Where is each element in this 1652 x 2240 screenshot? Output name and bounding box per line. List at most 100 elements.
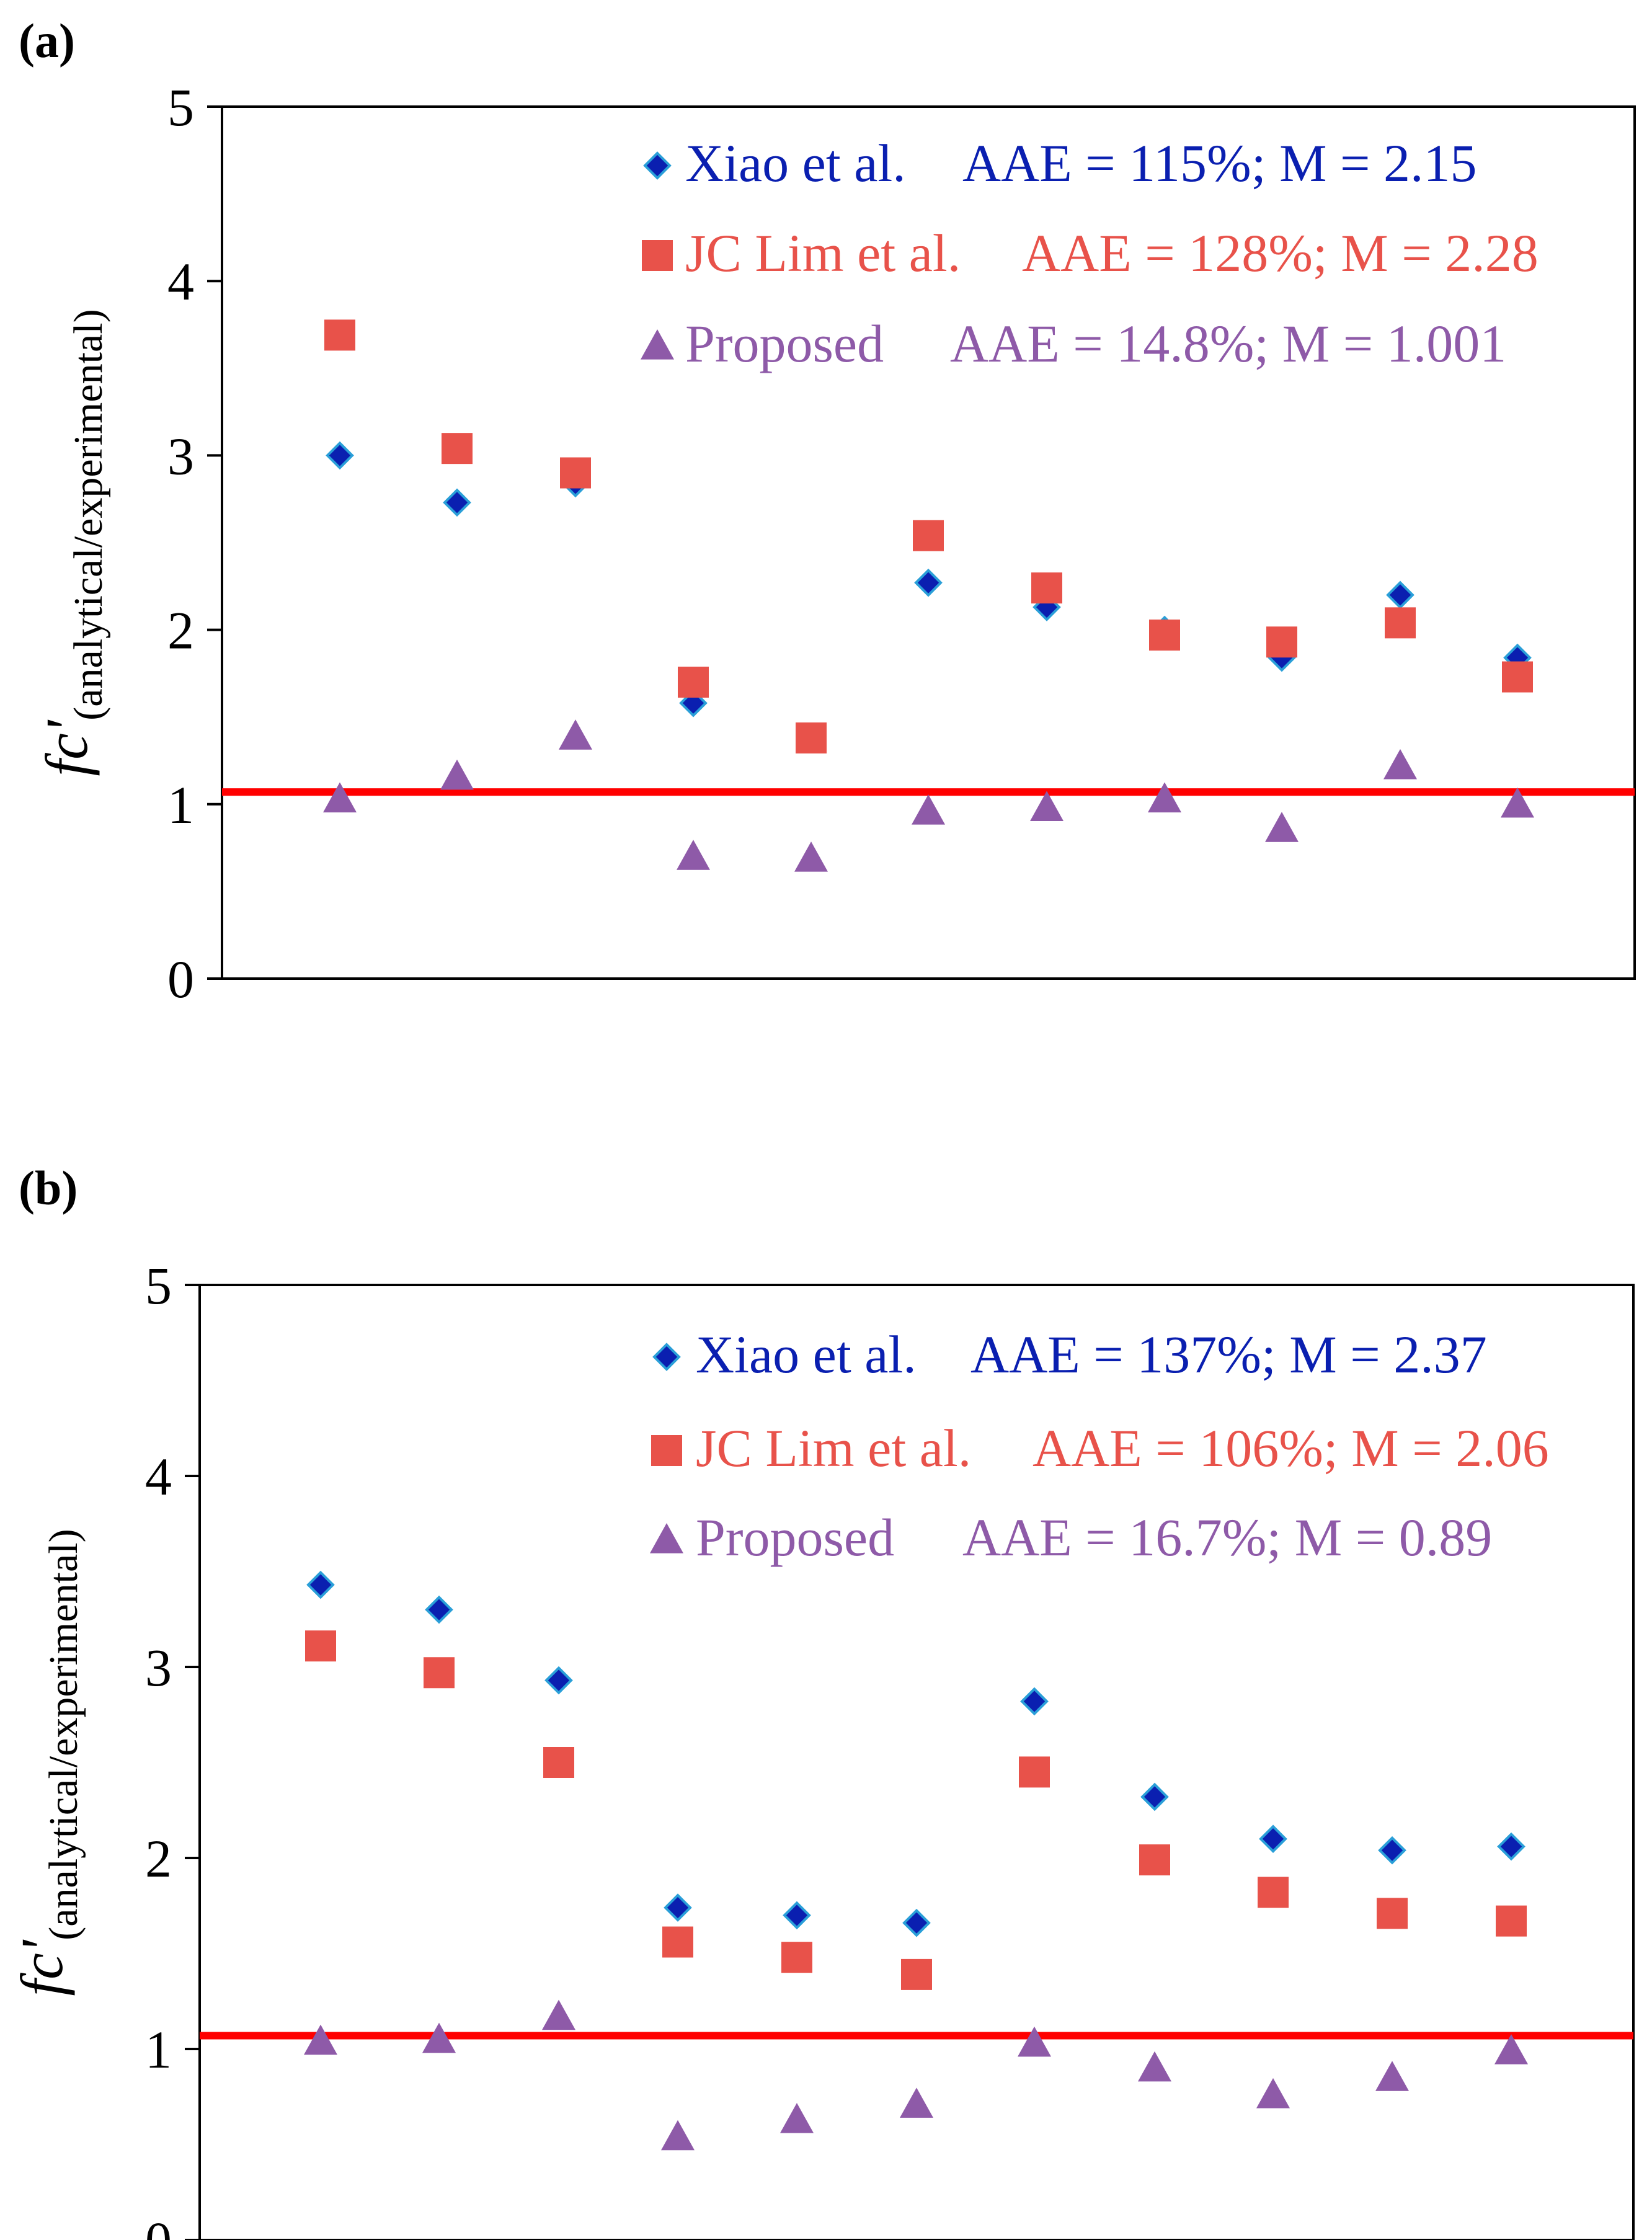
data-point-triangle: [323, 782, 357, 812]
data-point-triangle: [1148, 782, 1181, 812]
legend-series-stats: AAE = 16.7%; M = 0.89: [962, 1508, 1492, 1567]
data-point-diamond: [1497, 1832, 1525, 1861]
y-axis-label: fc'(analytical/experimental): [33, 309, 111, 776]
data-point-square: [1031, 572, 1062, 604]
data-point-square: [324, 319, 355, 351]
data-point-diamond: [326, 441, 354, 470]
plot-frame: [198, 1284, 1635, 2240]
panel-label: (b): [19, 1161, 78, 1215]
data-point-triangle: [559, 719, 592, 750]
series-square: [324, 319, 1533, 753]
data-point-triangle: [1265, 812, 1299, 842]
data-point-triangle: [304, 2024, 337, 2055]
legend-series-stats: AAE = 106%; M = 2.06: [1032, 1418, 1549, 1478]
data-point-triangle: [1018, 2026, 1051, 2057]
legend-series-stats: AAE = 115%; M = 2.15: [962, 133, 1477, 193]
data-point-triangle: [1256, 2078, 1290, 2109]
data-point-square: [1258, 1877, 1289, 1908]
data-point-triangle: [1138, 2051, 1171, 2082]
data-point-triangle: [661, 2120, 695, 2151]
data-point-triangle: [542, 1999, 575, 2030]
y-tick-label: 3: [167, 426, 194, 486]
legend-series-name: JC Lim et al.: [685, 223, 961, 283]
data-point-square: [781, 1942, 812, 1973]
legend-series-stats: AAE = 128%; M = 2.28: [1022, 223, 1539, 283]
legend-marker-diamond: [643, 151, 672, 180]
data-point-diamond: [425, 1595, 453, 1624]
data-point-square: [1385, 607, 1416, 639]
legend-marker-triangle: [641, 329, 674, 360]
data-point-square: [442, 433, 473, 464]
y-tick-label: 4: [167, 252, 194, 311]
data-point-diamond: [1378, 1836, 1406, 1865]
y-axis-label-subscript: (analytical/experimental): [66, 309, 111, 720]
chart-panel-b: (b) 0 1 2 3 4 5 fc'(analytical/experimental) Xia…: [9, 1161, 1635, 2240]
panel-label: (a): [19, 14, 75, 68]
data-point-square: [901, 1958, 932, 1990]
plot-frame: [221, 105, 1636, 980]
data-point-triangle: [900, 2087, 933, 2118]
data-point-square: [1149, 620, 1180, 651]
legend-series-name: JC Lim et al.: [696, 1418, 971, 1478]
legend-marker-diamond: [652, 1343, 681, 1371]
data-point-square: [796, 722, 827, 753]
series-square: [305, 1630, 1527, 1990]
legend-marker-square: [651, 1435, 682, 1466]
data-point-diamond: [1259, 1824, 1287, 1854]
data-point-square: [424, 1657, 455, 1689]
y-tick-label: 5: [167, 78, 194, 137]
y-axis-label-subscript: (analytical/experimental): [41, 1529, 86, 1940]
y-tick-label: 2: [167, 601, 194, 660]
data-point-diamond: [1020, 1687, 1049, 1716]
data-point-triangle: [422, 2022, 456, 2053]
legend-series-stats: AAE = 137%; M = 2.37: [970, 1325, 1487, 1384]
y-tick-label: 0: [167, 949, 194, 1009]
y-tick-label: 2: [145, 1829, 172, 1888]
data-point-triangle: [1501, 787, 1534, 818]
data-point-triangle: [1375, 2061, 1409, 2091]
y-axis-label: fc'(analytical/experimental): [9, 1529, 86, 1996]
y-tick-label: 1: [167, 775, 194, 835]
data-point-triangle: [912, 794, 945, 825]
series-triangle: [304, 1999, 1528, 2151]
data-point-square: [913, 520, 944, 551]
data-point-square: [662, 1926, 693, 1958]
data-point-diamond: [1140, 1782, 1169, 1811]
data-point-triangle: [1494, 2034, 1528, 2064]
series-triangle: [323, 719, 1534, 872]
y-axis-label-main: fc': [33, 719, 100, 776]
data-point-diamond: [544, 1666, 573, 1695]
legend-marker-triangle: [650, 1523, 683, 1553]
data-point-diamond: [902, 1908, 931, 1937]
data-point-square: [560, 457, 591, 489]
chart-panel-a: (a) 0 1 2 3 4 5 fc'(analytical/experimental) Xia…: [19, 14, 1636, 1009]
legend-series-name: Xiao et al.: [685, 133, 906, 193]
data-point-square: [543, 1747, 574, 1778]
data-point-diamond: [664, 1893, 692, 1922]
data-point-diamond: [783, 1901, 811, 1930]
data-point-square: [1502, 661, 1533, 693]
data-point-triangle: [1030, 791, 1064, 822]
y-tick-label: 0: [145, 2211, 172, 2240]
data-point-square: [1019, 1756, 1050, 1788]
data-point-square: [1266, 626, 1297, 658]
data-point-square: [1377, 1898, 1408, 1929]
data-point-diamond: [306, 1570, 335, 1599]
legend-marker-square: [642, 240, 673, 271]
data-point-triangle: [794, 841, 828, 872]
data-point-diamond: [914, 568, 943, 597]
data-point-triangle: [1383, 749, 1417, 780]
data-point-triangle: [780, 2102, 814, 2133]
legend-series-name: Proposed: [685, 314, 884, 373]
series-diamond: [326, 441, 1532, 752]
data-point-triangle: [677, 840, 710, 870]
y-axis-label-main: fc': [9, 1939, 75, 1996]
data-point-diamond: [443, 488, 471, 517]
y-tick-label: 5: [145, 1256, 172, 1315]
legend: Xiao et al. AAE = 137%; M = 2.37 JC Lim et…: [650, 1325, 1549, 1567]
y-tick-label: 3: [145, 1638, 172, 1697]
data-point-diamond: [1386, 580, 1414, 610]
data-point-square: [1139, 1844, 1170, 1876]
